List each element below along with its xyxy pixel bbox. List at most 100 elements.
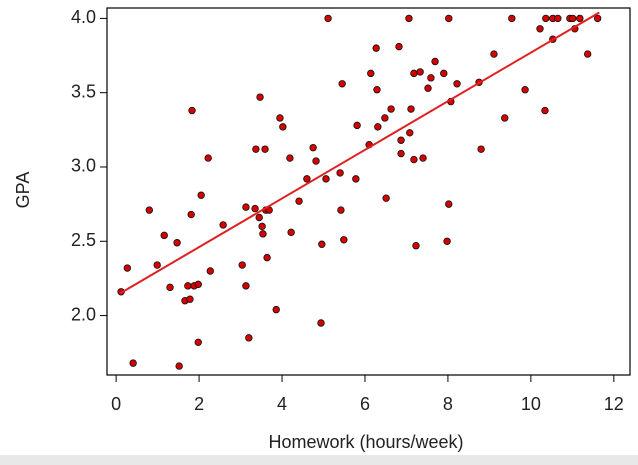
point [256, 93, 264, 101]
point [410, 155, 418, 164]
point [238, 261, 246, 269]
point [194, 338, 202, 347]
point [372, 44, 380, 52]
point [406, 129, 414, 137]
y-tick-label: 2.0 [71, 304, 96, 324]
point [374, 123, 382, 131]
point [542, 14, 550, 23]
bottom-strip [0, 455, 638, 465]
point [263, 253, 271, 262]
point [287, 228, 295, 237]
y-tick-label: 4.0 [71, 7, 96, 27]
point [242, 203, 250, 211]
point [576, 14, 584, 23]
point [424, 84, 432, 92]
point [184, 282, 192, 290]
point [317, 319, 325, 327]
point [412, 242, 420, 250]
point [186, 295, 194, 303]
point [197, 191, 205, 199]
point [477, 145, 485, 153]
x-tick-label: 4 [277, 394, 287, 414]
point [259, 230, 267, 238]
point [490, 50, 498, 58]
point [173, 239, 181, 247]
point [440, 69, 448, 78]
y-tick-label: 2.5 [71, 230, 96, 250]
fit-line [119, 11, 600, 295]
y-tick-label: 3.5 [71, 81, 96, 101]
point [309, 143, 317, 152]
point [521, 86, 529, 94]
point [397, 149, 405, 158]
point [593, 14, 602, 23]
point [279, 123, 287, 131]
x-tick-label: 2 [194, 394, 204, 414]
point [541, 106, 549, 115]
point [272, 305, 280, 314]
point [324, 14, 332, 23]
point [322, 175, 330, 183]
point [554, 14, 562, 23]
point [206, 267, 214, 275]
point [367, 69, 375, 78]
point [251, 204, 259, 213]
point [419, 154, 427, 162]
point [508, 14, 516, 23]
point [416, 68, 424, 76]
point [175, 362, 183, 370]
point [295, 197, 303, 205]
point [445, 14, 453, 23]
point [303, 175, 311, 183]
point [340, 236, 348, 244]
y-tick-label: 3.0 [71, 156, 96, 176]
point [276, 114, 284, 122]
x-tick-label: 0 [111, 394, 121, 414]
x-tick-label: 6 [360, 394, 370, 414]
point [382, 194, 390, 202]
point [336, 169, 344, 177]
x-tick-label: 8 [443, 394, 453, 414]
point [536, 25, 544, 33]
point [153, 261, 161, 269]
point [395, 42, 403, 51]
point [187, 210, 195, 219]
point [387, 105, 395, 113]
point [353, 121, 361, 130]
point [501, 114, 509, 122]
point [427, 74, 435, 82]
point [261, 145, 269, 153]
plot-frame [106, 7, 631, 376]
point [410, 69, 418, 78]
point [338, 80, 346, 88]
point [337, 206, 345, 214]
point [252, 145, 260, 153]
point [242, 282, 250, 290]
point [194, 280, 202, 289]
point [405, 14, 413, 23]
point [204, 154, 212, 162]
point [569, 14, 577, 23]
point [123, 264, 132, 272]
x-tick-label: 10 [521, 394, 541, 414]
y-axis-label: GPA [13, 172, 33, 209]
point [431, 57, 439, 66]
x-tick-label: 12 [604, 394, 624, 414]
point [397, 136, 405, 144]
point [219, 221, 227, 229]
point [129, 359, 137, 367]
point [312, 157, 320, 165]
point [245, 334, 253, 342]
point [255, 213, 263, 222]
point [318, 240, 326, 248]
point [258, 222, 266, 231]
point [286, 154, 294, 162]
point [373, 86, 381, 94]
point [443, 237, 451, 245]
point [583, 50, 592, 58]
point [445, 200, 453, 208]
point [145, 206, 154, 214]
point [407, 105, 415, 113]
